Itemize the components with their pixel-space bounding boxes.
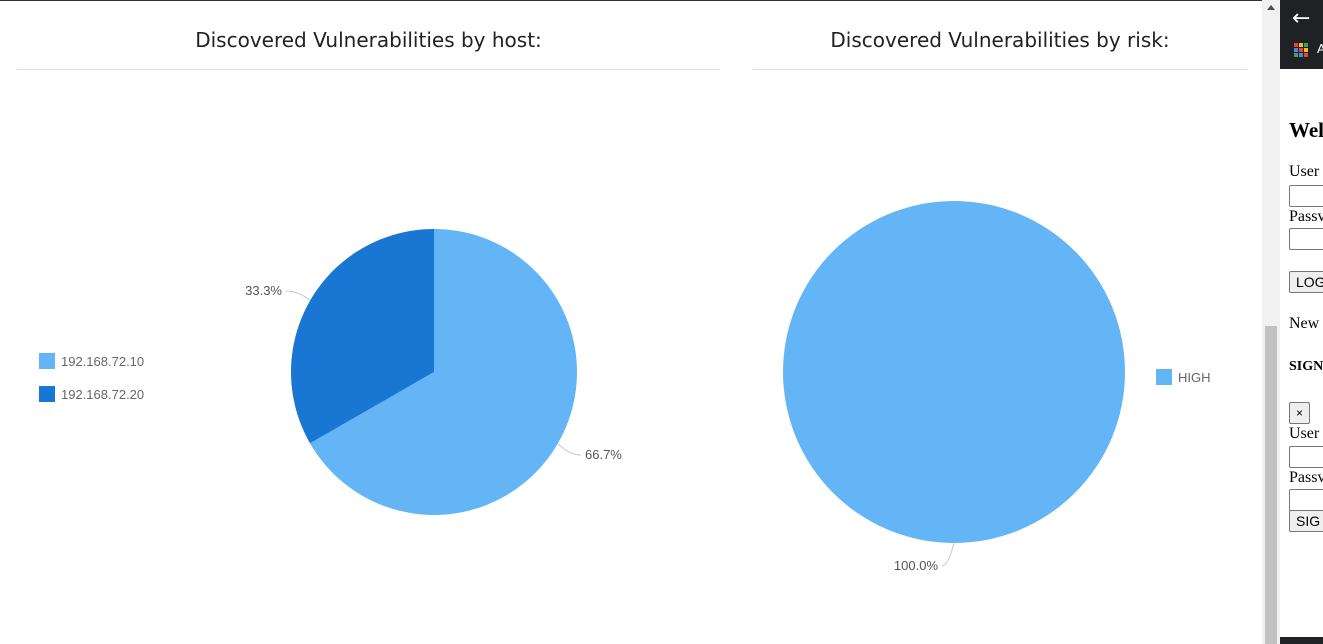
chart-credit-fragment [1114, 638, 1234, 644]
apps-grid-icon[interactable] [1294, 43, 1308, 57]
popup-bottom-bar [1280, 637, 1323, 644]
legend-swatch [39, 353, 55, 369]
popup-toolbar: ← A [1280, 0, 1323, 69]
signup-password-input[interactable] [1289, 489, 1323, 511]
signup-username-input[interactable] [1289, 446, 1323, 468]
pie-slice-192.168.72.20 [290, 229, 434, 444]
signup-username-label: User [1289, 425, 1320, 442]
signup-button[interactable]: SIG [1289, 510, 1323, 532]
slice-percent-label: 66.7% [585, 447, 622, 462]
new-user-text: New [1289, 315, 1320, 332]
chart-title-by-host: Discovered Vulnerabilities by host: [195, 28, 542, 52]
title-divider [17, 69, 720, 70]
slice-label-leader [285, 290, 311, 301]
slice-label-leader [557, 443, 582, 456]
panel-vulns-by-host: Discovered Vulnerabilities by host: [17, 0, 720, 644]
title-divider [753, 69, 1247, 70]
window-top-border [0, 0, 1280, 1]
pie-slice-192.168.72.10 [310, 229, 577, 515]
username-label: User [1289, 163, 1320, 180]
scroll-thumb[interactable] [1265, 326, 1277, 644]
chart-title-by-risk: Discovered Vulnerabilities by risk: [830, 28, 1170, 52]
pie-charts: 66.7% 192.168.72.10 33.3% 192.168.72.20 100… [39, 201, 1211, 573]
password-label: Passv [1289, 208, 1323, 225]
pie-slice-HIGH [783, 201, 1125, 543]
slice-percent-label: 100.0% [894, 558, 939, 573]
slice-percent-label: 33.3% [245, 283, 282, 298]
legend-swatch [1156, 369, 1172, 385]
signup-heading: SIGN [1289, 359, 1323, 374]
username-input[interactable] [1289, 185, 1323, 207]
welcome-heading: Wel [1289, 118, 1323, 142]
legend-label: HIGH [1178, 370, 1211, 385]
panel-vulns-by-risk: Discovered Vulnerabilities by risk: [753, 0, 1247, 644]
legend-label: 192.168.72.20 [61, 387, 144, 402]
legend-label: 192.168.72.10 [61, 354, 144, 369]
password-input[interactable] [1289, 228, 1323, 250]
page-scrollbar[interactable] [1262, 0, 1280, 644]
login-button[interactable]: LOG [1289, 271, 1323, 293]
signup-password-label: Passv [1289, 469, 1323, 486]
legend-swatch [39, 386, 55, 402]
close-button[interactable]: × [1289, 402, 1311, 424]
back-arrow-icon[interactable]: ← [1292, 6, 1311, 31]
apps-label[interactable]: A [1317, 41, 1323, 56]
chart-credit-fragment [588, 638, 708, 644]
slice-label-leader [941, 542, 955, 567]
scroll-up-arrow-icon[interactable] [1267, 5, 1275, 10]
login-popup: ← A Wel User Passv LOG New SIGN × User P… [1280, 0, 1323, 644]
